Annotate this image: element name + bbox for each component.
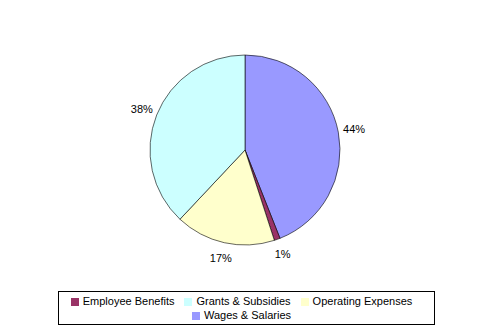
svg-text:44%: 44% (343, 123, 365, 135)
html-text:Wages & Salaries: Wages & Salaries (204, 309, 291, 321)
html-text:Grants & Subsidies: Grants & Subsidies (196, 295, 291, 307)
html-text:Employee Benefits: Employee Benefits (82, 295, 175, 307)
svg-text:1%: 1% (275, 248, 291, 260)
svg-text:17%: 17% (210, 252, 232, 264)
html-text:Operating Expenses: Operating Expenses (312, 295, 413, 307)
svg-text:38%: 38% (131, 103, 153, 115)
